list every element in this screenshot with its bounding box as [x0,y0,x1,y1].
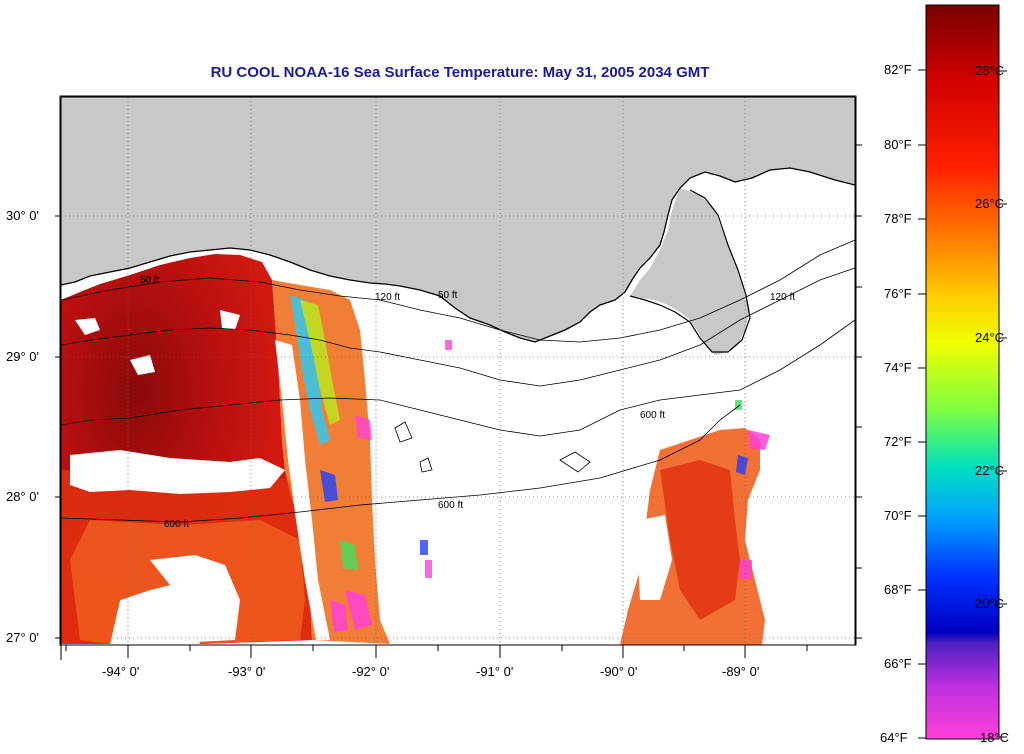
lat-label: 29° 0' [6,349,39,364]
colorbar-f-label: 64°F [880,730,908,745]
lat-label: 30° 0' [6,208,39,223]
colorbar-c-label: 24°C [975,330,1005,345]
colorbar-c-label: 18°C [980,730,1010,745]
sst-front-band [272,280,390,644]
colorbar-c-label: 26°C [975,196,1005,211]
contour-label: 600 ft [640,410,665,421]
cloud-gap [70,450,285,494]
lon-label: -89° 0' [722,664,760,679]
map-title: RU COOL NOAA-16 Sea Surface Temperature:… [210,64,710,81]
colorbar-f-label: 74°F [884,360,912,375]
contour-label: 120 ft [770,292,795,303]
lon-label: -94° 0' [102,664,140,679]
colorbar-f-label: 82°F [884,62,912,77]
lat-label: 27° 0' [6,630,39,645]
contour-label: 600 ft [164,519,189,530]
colorbar-f-label: 76°F [884,286,912,301]
axis-ticks [55,96,862,660]
colorbar-ticks [918,69,1007,739]
lon-label: -91° 0' [476,664,514,679]
colorbar-c-label: 20°C [975,596,1005,611]
contour-label: 600 ft [438,500,463,511]
contour-label: 50 ft [438,290,458,301]
contours [60,239,856,523]
coastline [60,167,856,343]
colorbar-f-label: 78°F [884,211,912,226]
colorbar [925,4,1000,740]
colorbar-f-label: 68°F [884,582,912,597]
lon-label: -92° 0' [352,664,390,679]
land-area [61,97,855,342]
land-east-delta [630,188,750,355]
lon-label: -90° 0' [600,664,638,679]
colorbar-c-label: 28°C [975,63,1005,78]
graticule [61,97,855,644]
colorbar-f-label: 66°F [884,656,912,671]
lon-label: -93° 0' [228,664,266,679]
colorbar-c-label: 22°C [975,463,1005,478]
lat-label: 28° 0' [6,489,39,504]
colorbar-f-label: 70°F [884,508,912,523]
colorbar-f-label: 80°F [884,137,912,152]
contour-label: 120 ft [375,292,400,303]
contour-label-group: 600 ft 600 ft 600 ft 120 ft 120 ft 50 ft… [140,275,795,530]
colorbar-f-label: 72°F [884,434,912,449]
contour-label: 50 ft [140,275,160,286]
